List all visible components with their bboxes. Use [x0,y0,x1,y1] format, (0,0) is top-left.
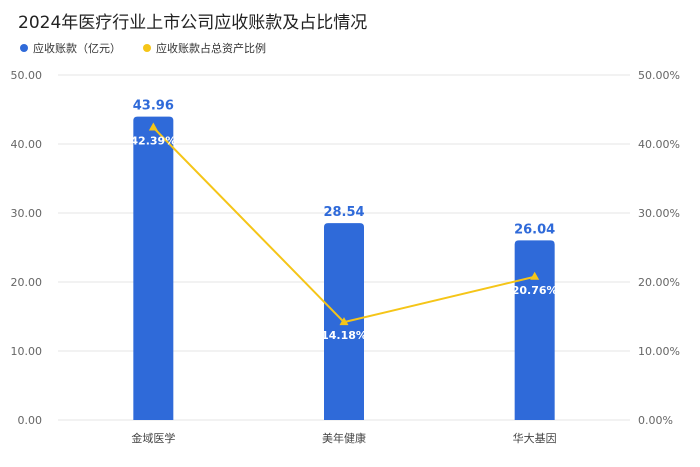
legend-item-receivables[interactable]: 应收账款（亿元） [20,40,121,56]
y-tick-left: 50.00 [11,69,43,82]
legend-label-receivables: 应收账款（亿元） [33,42,121,55]
chart-title: 2024年医疗行业上市公司应收账款及占比情况 [18,13,368,33]
legend-label-ratio: 应收账款占总资产比例 [156,42,266,55]
x-tick-label: 金域医学 [131,431,175,445]
bar [133,116,174,421]
y-tick-right: 40.00% [638,138,680,151]
line-point [339,317,349,326]
legend-dot-yellow [143,44,151,52]
x-tick-label: 华大基因 [513,431,557,445]
line-value-label: 42.39% [130,135,176,148]
x-tick-label: 美年健康 [322,431,366,445]
line-value-label: 20.76% [512,284,558,297]
y-tick-left: 20.00 [11,276,43,289]
y-tick-left: 40.00 [11,138,43,151]
y-tick-left: 0.00 [18,414,43,427]
line-point [530,271,540,280]
legend: 应收账款（亿元） 应收账款占总资产比例 [20,40,266,56]
y-tick-right: 10.00% [638,345,680,358]
bar-value-label: 26.04 [514,222,555,237]
y-tick-left: 10.00 [11,345,43,358]
bar-value-label: 28.54 [323,205,364,220]
y-tick-right: 0.00% [638,414,673,427]
line-point [148,122,158,131]
legend-dot-blue [20,44,28,52]
y-tick-right: 50.00% [638,69,680,82]
line-value-label: 14.18% [321,329,367,342]
y-tick-right: 20.00% [638,276,680,289]
y-tick-left: 30.00 [11,207,43,220]
bar [514,240,555,420]
bar-value-label: 43.96 [133,99,174,114]
y-tick-right: 30.00% [638,207,680,220]
legend-item-ratio[interactable]: 应收账款占总资产比例 [143,40,266,56]
